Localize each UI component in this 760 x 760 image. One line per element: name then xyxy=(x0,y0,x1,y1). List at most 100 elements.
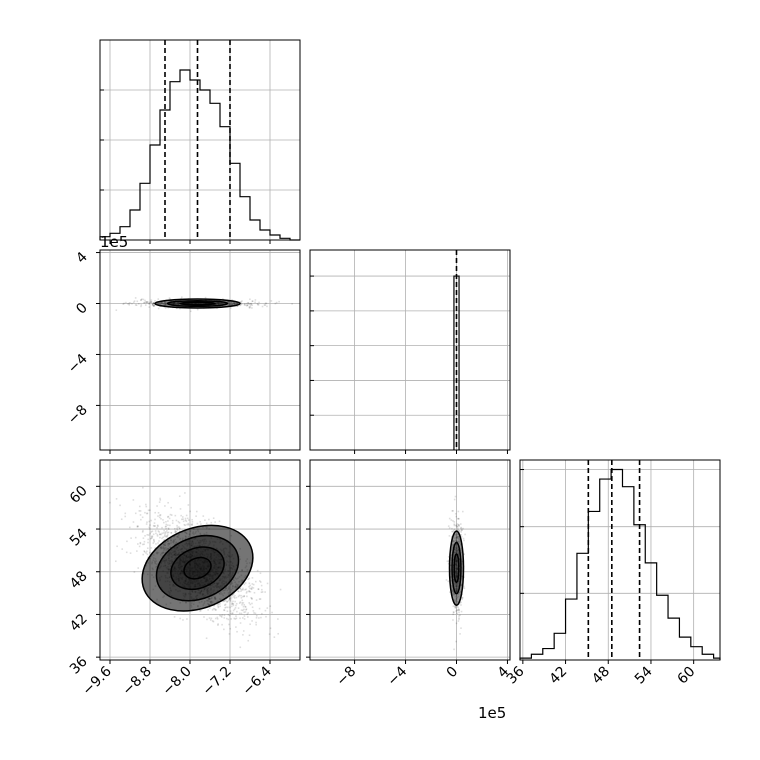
scatter-point xyxy=(220,616,223,618)
scatter-point xyxy=(250,588,253,590)
scatter-point xyxy=(455,585,458,587)
scatter-point xyxy=(149,528,151,530)
scatter-point xyxy=(460,601,462,604)
scatter-point xyxy=(125,301,127,304)
scatter-point xyxy=(452,574,455,577)
scatter-point xyxy=(143,540,146,543)
scatter-point xyxy=(455,552,458,554)
scatter-point xyxy=(202,302,205,305)
scatter-point xyxy=(231,603,234,605)
scatter-point xyxy=(188,302,190,305)
scatter-point xyxy=(166,530,168,532)
scatter-point xyxy=(455,536,458,539)
scatter-point xyxy=(131,302,133,305)
scatter-point xyxy=(217,623,219,625)
scatter-point xyxy=(146,301,149,304)
scatter-point xyxy=(147,534,150,536)
scatter-point xyxy=(68,307,70,309)
scatter-point xyxy=(195,302,197,305)
scatter-point xyxy=(229,303,231,305)
scatter-point xyxy=(158,501,161,503)
scatter-point xyxy=(228,623,230,626)
contour-line xyxy=(155,534,240,602)
scatter-point xyxy=(217,302,220,304)
scatter-point xyxy=(191,302,194,305)
scatter-point xyxy=(273,636,276,638)
histogram-bar xyxy=(220,127,230,240)
scatter-point xyxy=(140,299,142,302)
scatter-point xyxy=(232,600,234,603)
scatter-point xyxy=(457,517,459,520)
scatter-point xyxy=(255,623,257,626)
scatter-point xyxy=(150,547,153,549)
scatter-point xyxy=(454,572,457,574)
scatter-point xyxy=(138,545,141,548)
scatter-point xyxy=(144,304,147,306)
histogram-bar xyxy=(531,654,542,660)
scatter-point xyxy=(455,573,458,575)
scatter-point xyxy=(148,520,151,523)
scatter-point xyxy=(163,300,166,303)
scatter-point xyxy=(139,542,142,545)
scatter-point xyxy=(234,618,237,620)
histogram-bar xyxy=(611,470,622,660)
scatter-point xyxy=(456,588,459,590)
scatter-point xyxy=(459,549,462,552)
scatter-point xyxy=(224,600,226,602)
scatter-point xyxy=(218,302,220,304)
scatter-point xyxy=(150,301,152,303)
scatter-point xyxy=(226,597,229,600)
scatter-point xyxy=(241,303,243,305)
scatter-point xyxy=(458,578,460,580)
scatter-point xyxy=(456,525,458,528)
scatter-point xyxy=(160,301,162,304)
scatter-point xyxy=(452,573,455,576)
density-fill xyxy=(454,553,459,583)
scatter-point xyxy=(455,590,458,592)
axes-layer xyxy=(96,39,721,664)
scatter-point xyxy=(451,589,454,592)
scatter-point xyxy=(454,551,457,554)
scatter-point xyxy=(193,302,196,305)
scatter-point xyxy=(266,305,268,308)
scatter-point xyxy=(128,302,130,305)
contour-layer xyxy=(141,298,465,612)
scatter-point xyxy=(251,597,253,600)
scatter-point xyxy=(170,300,172,302)
scatter-point xyxy=(235,303,237,306)
contour-line xyxy=(179,301,216,306)
scatter-point xyxy=(211,301,213,303)
scatter-point xyxy=(447,556,450,558)
scatter-point xyxy=(249,298,251,301)
scatter-point xyxy=(456,535,459,538)
scatter-point xyxy=(204,302,206,305)
scatter-point xyxy=(214,301,217,304)
scatter-point xyxy=(224,606,226,609)
scatter-point xyxy=(454,595,457,598)
scatter-point xyxy=(454,600,457,603)
scatter-point xyxy=(154,511,156,514)
scatter-point xyxy=(455,562,457,564)
scatter-point xyxy=(456,574,458,577)
scatter-point xyxy=(209,619,212,621)
scatter-point xyxy=(455,560,457,562)
scatter-point xyxy=(146,301,148,303)
scatter-point xyxy=(455,515,457,518)
scatter-point xyxy=(140,305,142,308)
scatter-point xyxy=(229,598,231,600)
scatter-point xyxy=(125,551,128,554)
scatter-point xyxy=(458,576,460,579)
scatter-point xyxy=(160,533,163,536)
scatter-point xyxy=(460,627,462,629)
scatter-point xyxy=(221,305,224,308)
scatter-point xyxy=(132,521,135,523)
histogram-bar xyxy=(140,183,150,240)
scatter-point xyxy=(153,305,155,307)
scatter-point xyxy=(128,526,131,529)
scatter-point xyxy=(250,302,253,305)
scatter-point xyxy=(456,572,459,575)
scatter-point xyxy=(452,574,454,576)
scatter-point xyxy=(186,517,189,520)
scatter-point xyxy=(188,302,190,304)
